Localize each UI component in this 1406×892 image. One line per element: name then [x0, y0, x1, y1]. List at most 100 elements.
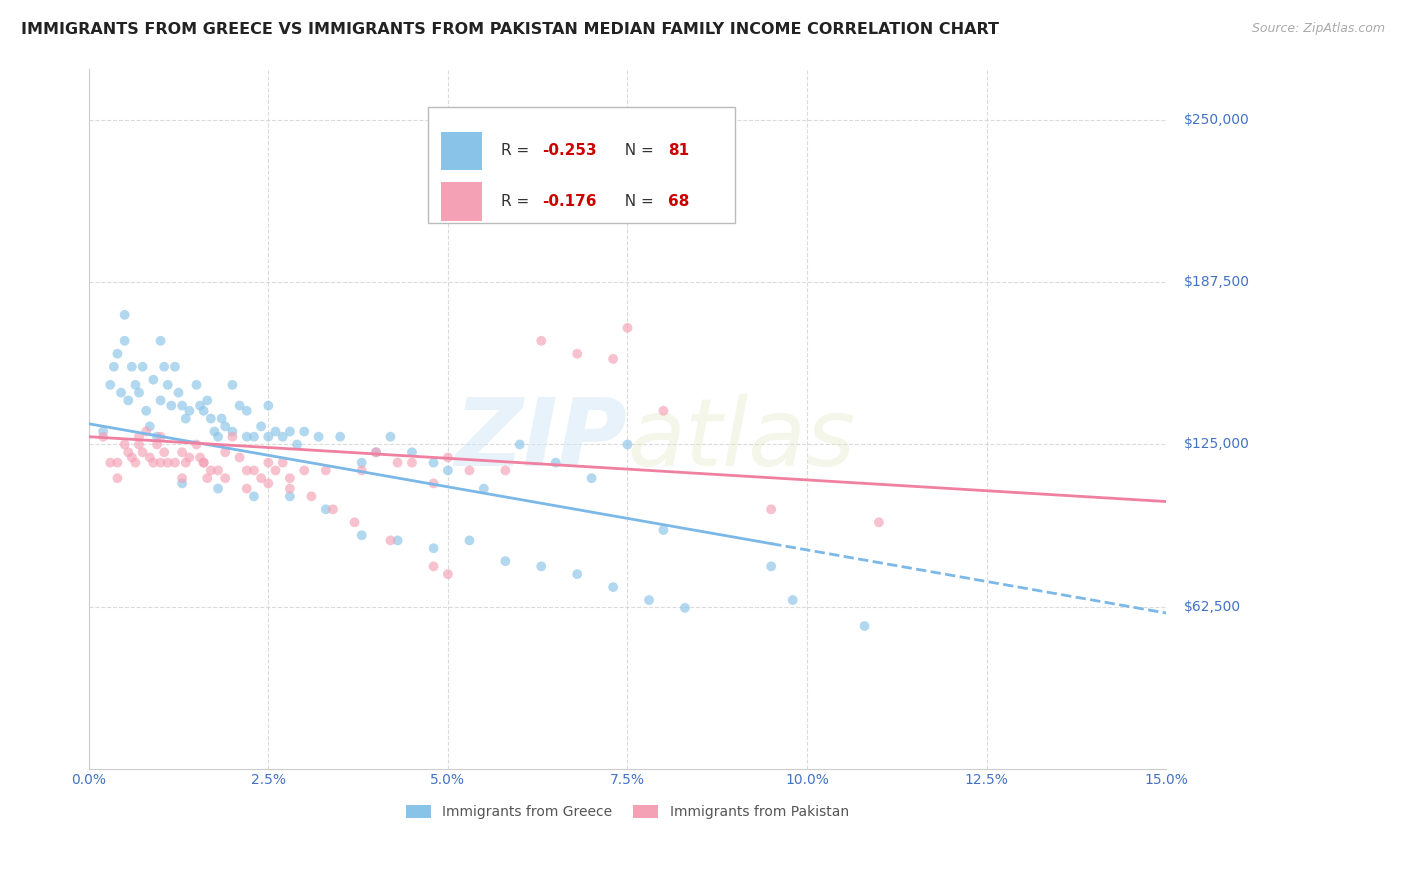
Point	[149, 430, 172, 444]
FancyBboxPatch shape	[429, 107, 735, 222]
Text: R =: R =	[502, 194, 534, 210]
Point	[292, 425, 315, 439]
Point	[163, 456, 186, 470]
Point	[581, 471, 603, 485]
Point	[103, 359, 125, 374]
Point	[236, 430, 259, 444]
Point	[387, 456, 409, 470]
Point	[236, 463, 259, 477]
Point	[174, 456, 197, 470]
Point	[257, 456, 280, 470]
Point	[638, 593, 661, 607]
Point	[437, 567, 460, 582]
Point	[616, 321, 638, 335]
Point	[364, 445, 387, 459]
Point	[98, 456, 121, 470]
Text: N =: N =	[614, 194, 658, 210]
Point	[437, 450, 460, 465]
Point	[110, 385, 132, 400]
Point	[149, 456, 172, 470]
Text: R =: R =	[502, 144, 534, 159]
Point	[186, 377, 208, 392]
Point	[868, 516, 890, 530]
Point	[530, 334, 553, 348]
Point	[329, 430, 352, 444]
Point	[153, 445, 176, 459]
Point	[380, 430, 402, 444]
Point	[114, 437, 136, 451]
Point	[257, 399, 280, 413]
Point	[264, 425, 287, 439]
Point	[146, 430, 169, 444]
Point	[308, 430, 330, 444]
Point	[271, 456, 294, 470]
Point	[172, 399, 194, 413]
Point	[782, 593, 804, 607]
Text: ZIP: ZIP	[454, 393, 627, 485]
Point	[160, 399, 183, 413]
Text: Source: ZipAtlas.com: Source: ZipAtlas.com	[1251, 22, 1385, 36]
Bar	[441, 183, 482, 221]
Point	[107, 347, 129, 361]
Point	[114, 308, 136, 322]
Point	[195, 471, 218, 485]
Point	[221, 430, 243, 444]
Point	[271, 430, 294, 444]
Point	[124, 456, 146, 470]
Point	[128, 437, 150, 451]
Point	[131, 359, 153, 374]
Point	[458, 533, 481, 548]
Point	[228, 399, 250, 413]
Point	[207, 482, 229, 496]
Point	[278, 482, 301, 496]
Point	[472, 482, 495, 496]
Point	[221, 425, 243, 439]
Point	[401, 445, 423, 459]
Point	[142, 373, 165, 387]
Point	[135, 404, 157, 418]
Point	[193, 456, 215, 470]
Point	[179, 450, 201, 465]
Point	[380, 533, 402, 548]
Point	[135, 425, 157, 439]
Text: $250,000: $250,000	[1184, 113, 1250, 128]
Point	[91, 425, 114, 439]
Point	[172, 445, 194, 459]
Point	[149, 393, 172, 408]
Point	[174, 411, 197, 425]
Point	[278, 425, 301, 439]
Point	[98, 377, 121, 392]
Point	[544, 456, 567, 470]
Point	[509, 437, 531, 451]
Point	[250, 471, 273, 485]
Point	[114, 334, 136, 348]
Point	[350, 463, 373, 477]
Point	[172, 476, 194, 491]
Point	[207, 463, 229, 477]
Point	[204, 425, 226, 439]
Point	[250, 419, 273, 434]
Point	[243, 463, 266, 477]
Point	[567, 567, 589, 582]
Point	[299, 489, 322, 503]
Point	[214, 419, 236, 434]
Text: -0.176: -0.176	[543, 194, 598, 210]
Point	[264, 463, 287, 477]
Point	[211, 411, 233, 425]
Point	[401, 456, 423, 470]
Text: IMMIGRANTS FROM GREECE VS IMMIGRANTS FROM PAKISTAN MEDIAN FAMILY INCOME CORRELAT: IMMIGRANTS FROM GREECE VS IMMIGRANTS FRO…	[21, 22, 1000, 37]
Point	[422, 456, 444, 470]
Point	[422, 476, 444, 491]
Point	[146, 437, 169, 451]
Text: $62,500: $62,500	[1184, 599, 1241, 614]
Point	[193, 404, 215, 418]
Text: N =: N =	[614, 144, 658, 159]
Point	[200, 463, 222, 477]
Point	[673, 600, 696, 615]
Point	[387, 533, 409, 548]
Point	[364, 445, 387, 459]
Point	[131, 445, 153, 459]
Point	[257, 476, 280, 491]
Point	[243, 489, 266, 503]
Point	[616, 437, 638, 451]
